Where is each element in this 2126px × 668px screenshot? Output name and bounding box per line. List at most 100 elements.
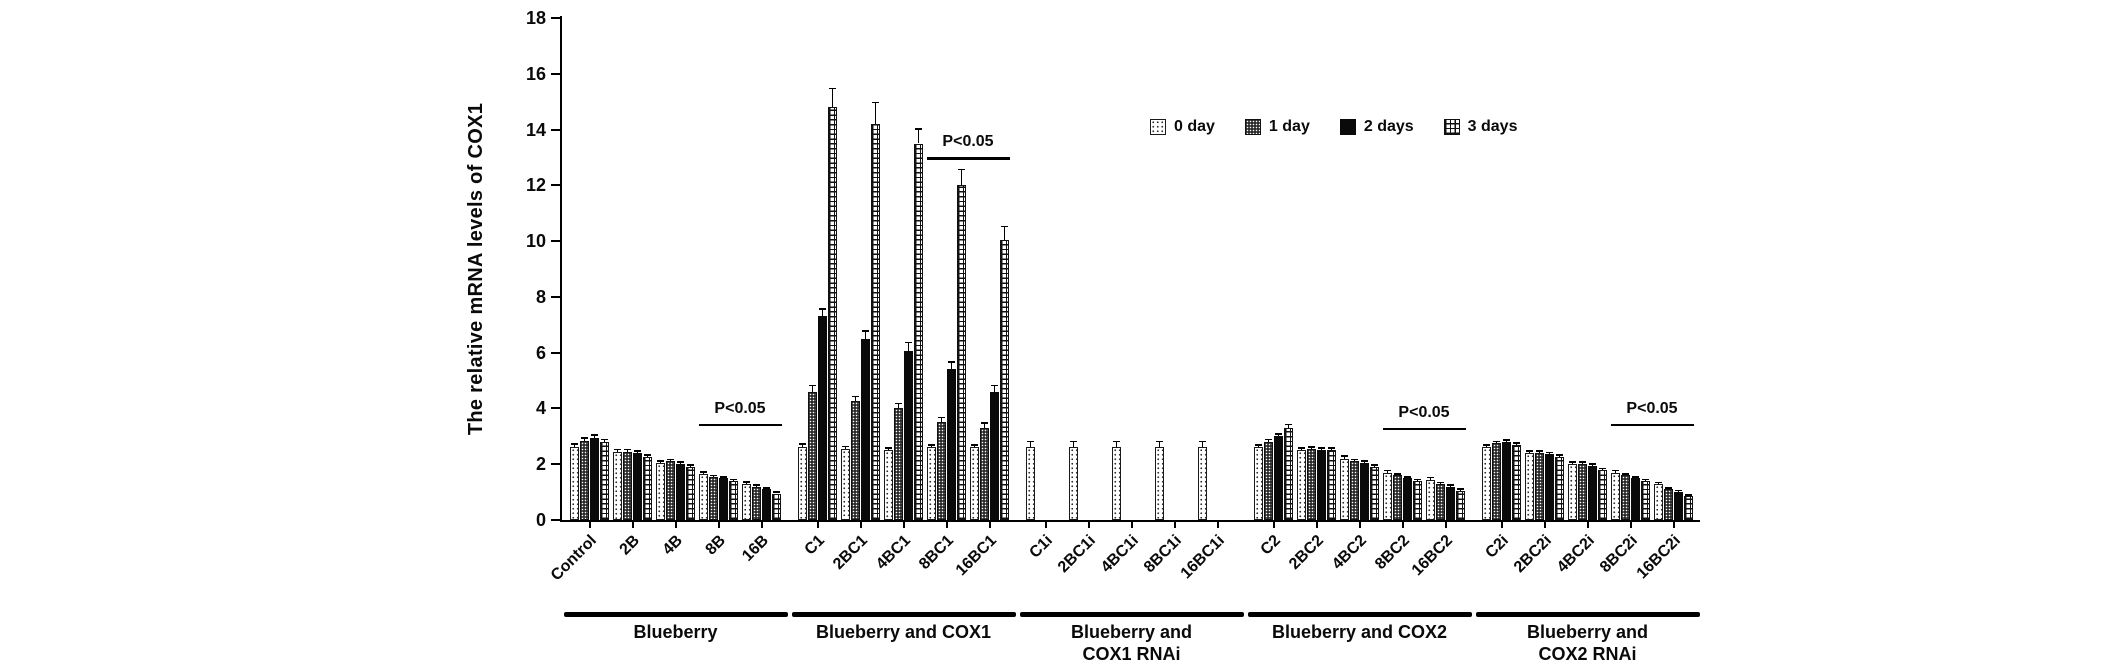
- x-tick-mark: [1444, 522, 1447, 528]
- error-bar-stem: [854, 395, 857, 402]
- bar-2days-C2i: [1502, 441, 1511, 520]
- error-bar-stem: [1003, 225, 1006, 240]
- error-bar-stem: [1657, 481, 1660, 484]
- legend-swatch-1-day: [1244, 119, 1261, 135]
- error-bar-stem: [887, 446, 890, 451]
- group-underline: [1247, 612, 1472, 617]
- legend-label: 3 days: [1467, 118, 1518, 135]
- bar-2days-16BC1: [990, 391, 999, 520]
- bar-1day-16BC2: [1436, 483, 1445, 520]
- error-bar-stem: [583, 437, 586, 441]
- x-tick-mark: [1044, 522, 1047, 528]
- error-bar-stem: [1591, 463, 1594, 466]
- x-tick-mark: [1543, 522, 1546, 528]
- error-bar-stem: [659, 460, 662, 463]
- bar-0day-4BC1: [884, 450, 893, 520]
- error-bar-stem: [1429, 476, 1432, 480]
- error-bar-stem: [1416, 478, 1419, 481]
- x-tick-mark: [859, 522, 862, 528]
- error-bar-stem: [950, 361, 953, 370]
- legend-item-3-days: 3 days: [1443, 118, 1518, 136]
- bar-0day-8BC1i: [1155, 447, 1164, 520]
- y-tick-label: 6: [535, 342, 546, 363]
- bar-1day-2BC2i: [1535, 453, 1544, 520]
- legend-label: 1 day: [1268, 118, 1310, 135]
- error-bar-stem: [1614, 469, 1617, 473]
- bar-3days-C2i: [1512, 444, 1521, 520]
- error-bar-stem: [616, 448, 619, 452]
- x-tick-mark: [1586, 522, 1589, 528]
- error-bar-stem: [973, 444, 976, 448]
- bar-1day-16B: [752, 486, 761, 520]
- bar-0day-8BC2: [1383, 472, 1392, 520]
- group-label: Blueberry and COX2: [1271, 622, 1448, 642]
- bar-2days-C2: [1274, 436, 1283, 520]
- bar-0day-C1i: [1026, 447, 1035, 520]
- bar-1day-C2i: [1492, 443, 1501, 520]
- error-bar-stem: [626, 448, 629, 452]
- legend-swatch-3-days: [1443, 119, 1460, 135]
- error-bar-stem: [1515, 441, 1518, 445]
- group-underline: [791, 612, 1016, 617]
- group-underline: [563, 612, 788, 617]
- error-bar-stem: [712, 474, 715, 477]
- bar-3days-16BC2i: [1684, 496, 1693, 520]
- x-tick-mark: [631, 522, 634, 528]
- bar-2days-4BC1: [904, 351, 913, 520]
- error-bar-stem: [1330, 447, 1333, 451]
- error-bar-stem: [702, 471, 705, 474]
- x-tick-mark: [588, 522, 591, 528]
- bar-0day-C1: [798, 447, 807, 520]
- x-tick-mark: [1087, 522, 1090, 528]
- bar-3days-8BC2i: [1641, 480, 1650, 520]
- y-tick-mark: [551, 295, 560, 298]
- y-axis-title: The relative mRNA levels of COX1: [465, 102, 487, 436]
- y-tick-mark: [551, 17, 560, 19]
- bar-0day-8B: [699, 473, 708, 520]
- error-bar-stem: [1439, 481, 1442, 484]
- error-bar-stem: [940, 416, 943, 423]
- y-tick-mark: [551, 407, 560, 410]
- error-bar-stem: [1320, 447, 1323, 451]
- x-tick-mark: [902, 522, 905, 528]
- error-bar-stem: [722, 475, 725, 479]
- bar-0day-2BC1: [841, 448, 850, 520]
- bar-1day-4BC2: [1350, 461, 1359, 520]
- y-tick-mark: [551, 351, 560, 354]
- bar-2days-2B: [633, 453, 642, 520]
- error-bar-stem: [907, 341, 910, 352]
- bar-1day-8B: [709, 476, 718, 520]
- legend-swatch-2-days: [1339, 119, 1356, 135]
- bar-1day-2B: [623, 451, 632, 520]
- y-tick-label: 4: [535, 398, 546, 419]
- bar-0day-C2: [1254, 447, 1263, 520]
- bar-2days-8BC1: [947, 369, 956, 520]
- bar-1day-C2: [1264, 441, 1273, 520]
- error-bar-stem: [1363, 460, 1366, 463]
- error-bar-stem: [1353, 458, 1356, 462]
- bar-2days-4BC2i: [1588, 465, 1597, 520]
- bar-3days-4BC2i: [1598, 469, 1607, 520]
- y-tick-mark: [551, 184, 560, 187]
- x-tick-mark: [1629, 522, 1632, 528]
- significance-text: P<0.05: [1626, 399, 1678, 417]
- bar-0day-16BC2i: [1654, 483, 1663, 520]
- bar-3days-8B: [729, 480, 738, 520]
- significance-text: P<0.05: [942, 133, 994, 151]
- bar-3days-16B: [772, 493, 781, 520]
- error-bar-stem: [745, 480, 748, 484]
- x-tick-mark: [1401, 522, 1404, 528]
- bar-3days-4B: [686, 467, 695, 520]
- bar-3days-16BC2: [1456, 490, 1465, 520]
- error-bar-stem: [801, 443, 804, 448]
- bar-3days-2BC2: [1327, 450, 1336, 520]
- error-bar-stem: [593, 434, 596, 438]
- error-bar-stem: [1459, 488, 1462, 491]
- significance-line: [926, 157, 1010, 160]
- x-tick-mark: [945, 522, 948, 528]
- bar-1day-2BC2: [1307, 448, 1316, 520]
- bar-1day-4BC1: [894, 408, 903, 520]
- bar-2days-2BC1: [861, 338, 870, 520]
- x-tick-mark: [1173, 522, 1176, 528]
